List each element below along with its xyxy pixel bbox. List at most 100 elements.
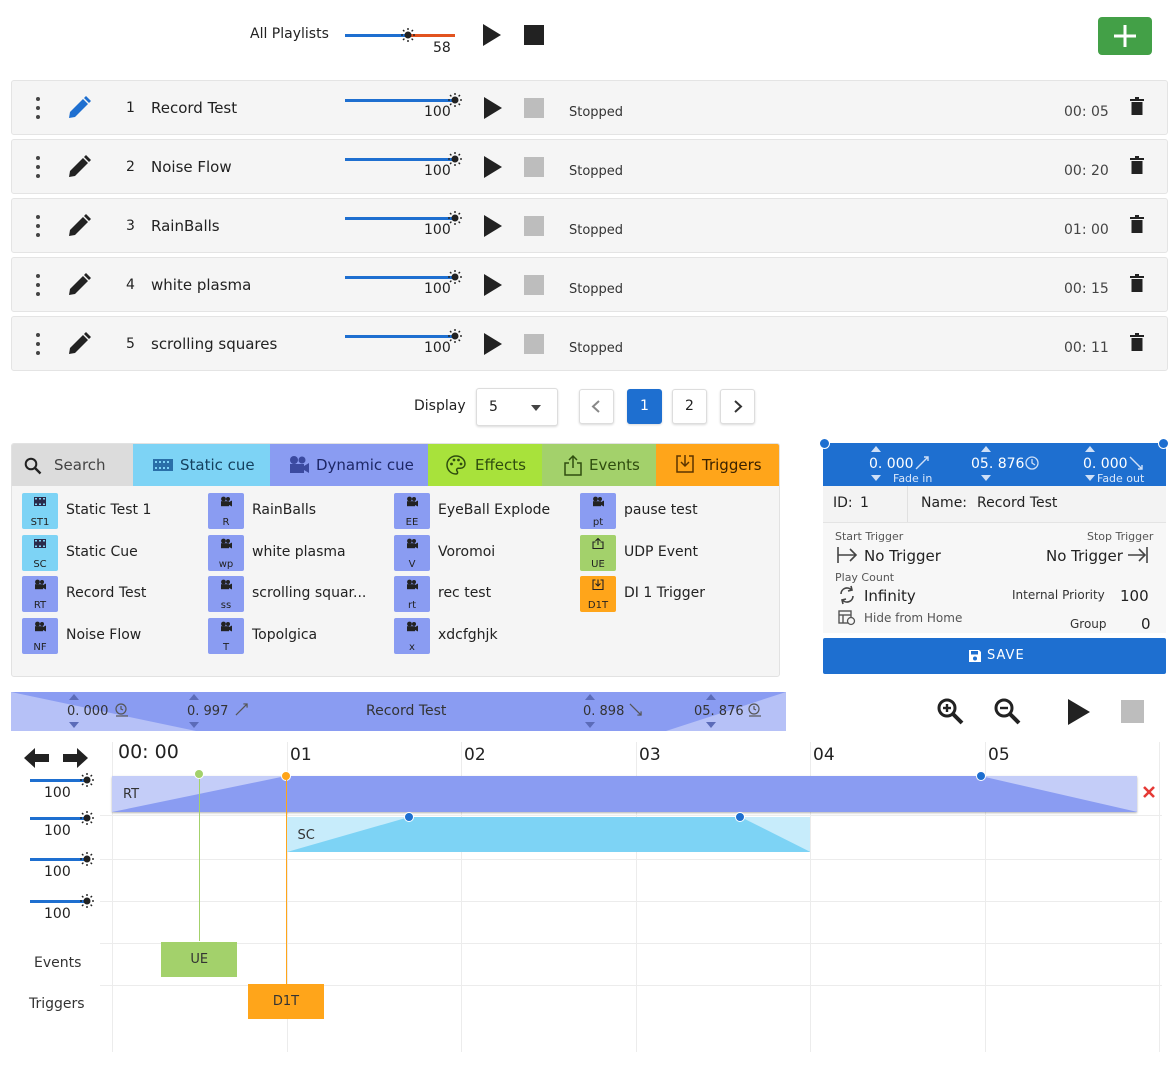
brightness-icon[interactable]	[448, 211, 462, 225]
zoom-out-icon[interactable]	[993, 697, 1021, 725]
playlist-play-button[interactable]	[484, 274, 502, 296]
brightness-icon[interactable]	[448, 93, 462, 107]
drag-handle-icon[interactable]	[36, 156, 40, 178]
arrow-right-icon[interactable]	[62, 747, 88, 769]
brightness-icon[interactable]	[80, 894, 94, 908]
internal-priority-input[interactable]: 100	[1120, 587, 1149, 605]
hide-home-icon[interactable]	[838, 610, 856, 626]
increment-icon[interactable]	[1085, 446, 1095, 452]
timeline-play-button[interactable]	[1068, 699, 1090, 725]
edit-icon[interactable]	[66, 95, 92, 121]
timeline-cue[interactable]: SC	[286, 817, 810, 852]
tab-triggers[interactable]: Triggers	[656, 444, 779, 486]
decrement-icon[interactable]	[585, 722, 595, 728]
increment-icon[interactable]	[189, 694, 199, 700]
trash-icon[interactable]	[1130, 215, 1144, 233]
playlist-row[interactable]: 3 RainBalls 100 Stopped 01: 00	[11, 198, 1168, 253]
prev-page-button[interactable]	[579, 389, 614, 424]
tab-events[interactable]: Events	[542, 444, 656, 486]
fade-in-handle[interactable]	[280, 771, 291, 781]
timeline-stop-button[interactable]	[1121, 700, 1144, 723]
playlist-play-button[interactable]	[484, 333, 502, 355]
master-volume-slider[interactable]: 58	[345, 28, 455, 56]
brightness-icon[interactable]	[401, 28, 415, 42]
trash-icon[interactable]	[1130, 97, 1144, 115]
increment-icon[interactable]	[871, 446, 881, 452]
increment-icon[interactable]	[69, 694, 79, 700]
tab-effects[interactable]: Effects	[428, 444, 542, 486]
drag-handle-icon[interactable]	[36, 215, 40, 237]
decrement-icon[interactable]	[69, 722, 79, 728]
event-marker[interactable]	[194, 769, 205, 779]
drag-handle-icon[interactable]	[36, 97, 40, 119]
edit-icon[interactable]	[66, 331, 92, 357]
stop-trigger-select[interactable]: No Trigger	[1046, 547, 1123, 565]
resize-handle[interactable]	[1158, 438, 1169, 449]
tab-search[interactable]: Search	[12, 444, 133, 486]
track-volume-slider[interactable]	[30, 811, 94, 825]
playlist-volume-slider[interactable]: 100	[345, 93, 462, 120]
drag-handle-icon[interactable]	[36, 333, 40, 355]
playlist-row[interactable]: 1 Record Test 100 Stopped 00: 05	[11, 80, 1168, 135]
decrement-icon[interactable]	[981, 475, 991, 481]
playlist-row[interactable]: 5 scrolling squares 100 Stopped 00: 11	[11, 316, 1168, 371]
playlist-stop-button[interactable]	[524, 275, 544, 295]
playlist-volume-slider[interactable]: 100	[345, 270, 462, 297]
drag-handle-icon[interactable]	[36, 274, 40, 296]
fade-out-handle[interactable]	[975, 771, 986, 781]
trigger-block[interactable]: D1T	[248, 984, 324, 1019]
increment-icon[interactable]	[981, 446, 991, 452]
save-button[interactable]: SAVE	[823, 638, 1166, 674]
playlist-play-button[interactable]	[484, 156, 502, 178]
playlist-stop-button[interactable]	[524, 216, 544, 236]
fade-out-handle[interactable]	[735, 812, 746, 822]
brightness-icon[interactable]	[448, 152, 462, 166]
play-count-select[interactable]: Infinity	[864, 587, 916, 605]
track-volume-slider[interactable]	[30, 773, 94, 787]
edit-icon[interactable]	[66, 272, 92, 298]
decrement-icon[interactable]	[706, 722, 716, 728]
decrement-icon[interactable]	[871, 475, 881, 481]
playlist-stop-button[interactable]	[524, 98, 544, 118]
track-volume-slider[interactable]	[30, 894, 94, 908]
cue-name-input[interactable]: Record Test	[977, 495, 1058, 511]
playlist-volume-slider[interactable]: 100	[345, 211, 462, 238]
playlist-row[interactable]: 4 white plasma 100 Stopped 00: 15	[11, 257, 1168, 312]
track-volume-slider[interactable]	[30, 852, 94, 866]
increment-icon[interactable]	[706, 694, 716, 700]
playlist-play-button[interactable]	[484, 215, 502, 237]
next-page-button[interactable]	[720, 389, 755, 424]
resize-handle[interactable]	[819, 438, 830, 449]
add-playlist-button[interactable]	[1098, 17, 1152, 55]
page-button-1[interactable]: 1	[627, 389, 662, 424]
playlist-volume-slider[interactable]: 100	[345, 152, 462, 179]
playlist-row[interactable]: 2 Noise Flow 100 Stopped 00: 20	[11, 139, 1168, 194]
timeline-cue[interactable]: RT	[112, 776, 1138, 812]
page-size-select[interactable]: 5	[476, 388, 558, 426]
fade-in-handle[interactable]	[403, 812, 414, 822]
play-all-button[interactable]	[483, 24, 501, 46]
trash-icon[interactable]	[1130, 156, 1144, 174]
brightness-icon[interactable]	[448, 329, 462, 343]
increment-icon[interactable]	[585, 694, 595, 700]
zoom-in-icon[interactable]	[936, 697, 964, 725]
playlist-stop-button[interactable]	[524, 157, 544, 177]
playlist-stop-button[interactable]	[524, 334, 544, 354]
group-input[interactable]: 0	[1141, 615, 1151, 633]
playlist-volume-slider[interactable]: 100	[345, 329, 462, 356]
decrement-icon[interactable]	[1085, 475, 1095, 481]
brightness-icon[interactable]	[448, 270, 462, 284]
event-block[interactable]: UE	[161, 942, 238, 977]
playlist-play-button[interactable]	[484, 97, 502, 119]
edit-icon[interactable]	[66, 213, 92, 239]
trash-icon[interactable]	[1130, 333, 1144, 351]
trash-icon[interactable]	[1130, 274, 1144, 292]
close-icon[interactable]	[1142, 785, 1156, 799]
page-button-2[interactable]: 2	[672, 389, 707, 424]
brightness-icon[interactable]	[80, 852, 94, 866]
start-trigger-select[interactable]: No Trigger	[864, 547, 941, 565]
tab-static-cue[interactable]: Static cue	[133, 444, 270, 486]
edit-icon[interactable]	[66, 154, 92, 180]
stop-all-button[interactable]	[524, 25, 544, 45]
brightness-icon[interactable]	[80, 811, 94, 825]
